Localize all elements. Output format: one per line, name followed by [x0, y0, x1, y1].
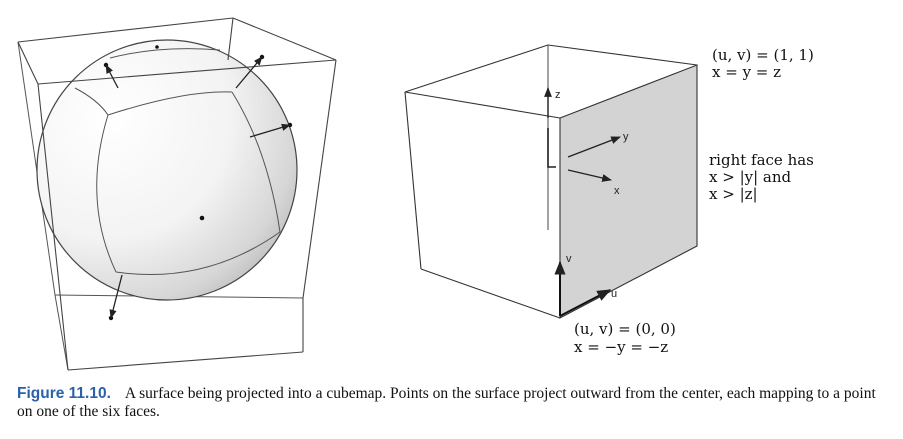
face-condition-line1: right face has — [709, 151, 814, 169]
top-corner-uv: (u, v) = (1, 1) — [712, 46, 814, 64]
left-cube-front-edges — [17, 17, 337, 371]
figure-caption: Figure 11.10. A surface being projected i… — [17, 385, 887, 421]
bottom-corner-xyz: x = −y = −z — [574, 338, 669, 356]
figure-label: Figure 11.10. — [17, 385, 111, 402]
x-axis-label: x — [614, 185, 620, 197]
v-axis-label: v — [566, 253, 572, 265]
left-cube-diagram — [17, 17, 337, 371]
face-condition-line3: x > |z| — [709, 185, 758, 203]
top-corner-xyz: x = y = z — [712, 63, 782, 81]
u-axis-label: u — [611, 288, 617, 300]
sphere-center-point — [199, 215, 205, 221]
face-condition-line2: x > |y| and — [709, 168, 792, 186]
right-cube-diagram: z y x v u — [404, 44, 698, 319]
z-axis-label: z — [555, 89, 561, 101]
right-face — [559, 64, 698, 319]
surface-point-arrows — [103, 45, 293, 321]
y-axis-label: y — [623, 131, 629, 143]
sphere — [36, 39, 298, 301]
bottom-corner-uv: (u, v) = (0, 0) — [574, 320, 676, 338]
figure-caption-text: A surface being projected into a cubemap… — [17, 385, 876, 420]
